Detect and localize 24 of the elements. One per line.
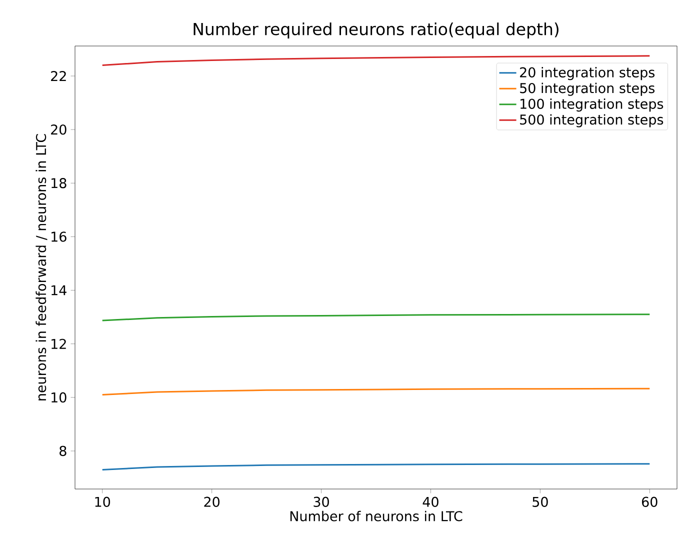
line-series <box>102 55 650 66</box>
x-tick-label: 20 <box>204 496 220 507</box>
y-tick-label: 16 <box>52 232 66 242</box>
x-tick-label: 30 <box>314 496 329 507</box>
x-tick-label: 50 <box>532 496 548 507</box>
legend-label: 500 integration steps <box>520 114 664 128</box>
y-tick-label: 8 <box>60 446 66 456</box>
y-tick-label: 14 <box>52 285 66 296</box>
x-tick-label: 40 <box>422 496 438 507</box>
legend-label: 20 integration steps <box>520 67 655 80</box>
y-axis-title: neurons in feedforward / neurons in LTC <box>36 134 48 400</box>
chart-title: Number required neurons ratio(equal depth) <box>194 22 558 39</box>
line-series <box>102 388 650 396</box>
x-tick-label: 60 <box>642 496 658 507</box>
y-tick-label: 10 <box>52 392 66 402</box>
y-tick-label: 18 <box>52 178 66 188</box>
x-tick-label: 10 <box>95 496 110 507</box>
y-tick-label: 22 <box>51 70 66 82</box>
x-axis-title: Number of neurons in LTC <box>290 510 462 522</box>
y-tick-label: 12 <box>52 338 66 349</box>
line-series <box>102 314 650 322</box>
legend-label: 100 integration steps <box>520 98 664 112</box>
y-tick-label: 20 <box>51 124 66 135</box>
legend-label: 50 integration steps <box>520 82 655 96</box>
